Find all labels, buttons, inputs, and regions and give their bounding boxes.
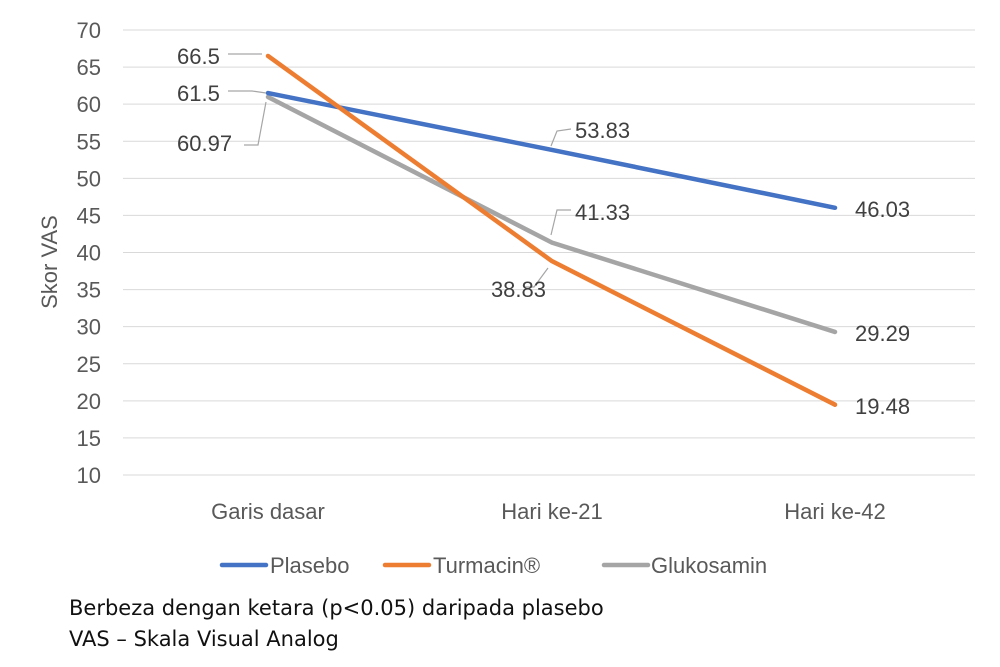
data-label-plasebo: 46.03 — [855, 197, 910, 222]
y-tick-label: 55 — [77, 129, 101, 154]
x-tick-label: Hari ke-42 — [784, 499, 885, 524]
y-tick-label: 20 — [77, 389, 101, 414]
data-label-turmacin: 66.5 — [177, 44, 220, 69]
y-tick-label: 45 — [77, 203, 101, 228]
y-axis-ticks: 10 15 20 25 30 35 40 45 50 55 60 65 70 — [77, 18, 101, 488]
y-tick-label: 70 — [77, 18, 101, 43]
y-tick-label: 40 — [77, 241, 101, 266]
gridlines — [123, 29, 975, 476]
data-label-plasebo: 53.83 — [575, 118, 630, 143]
legend-label-glukosamin: Glukosamin — [651, 553, 767, 578]
y-tick-label: 35 — [77, 278, 101, 303]
y-tick-label: 50 — [77, 166, 101, 191]
y-tick-label: 10 — [77, 463, 101, 488]
x-axis-ticks: Garis dasar Hari ke-21 Hari ke-42 — [211, 499, 886, 524]
data-label-turmacin: 19.48 — [855, 394, 910, 419]
leader-line — [550, 128, 572, 147]
footnote-vas-definition: VAS – Skala Visual Analog — [69, 627, 339, 651]
label-leader-lines — [228, 53, 572, 288]
data-label-turmacin: 38.83 — [491, 277, 546, 302]
legend-label-turmacin: Turmacin® — [433, 553, 540, 578]
legend: Plasebo Turmacin® Glukosamin — [219, 553, 767, 578]
series-line-plasebo — [265, 90, 838, 211]
y-tick-label: 25 — [77, 352, 101, 377]
series-lines — [265, 53, 838, 407]
data-label-plasebo: 61.5 — [177, 81, 220, 106]
data-label-glukosamin: 29.29 — [855, 321, 910, 346]
y-tick-label: 15 — [77, 426, 101, 451]
leader-line — [524, 267, 549, 288]
data-label-glukosamin: 41.33 — [575, 200, 630, 225]
y-tick-label: 60 — [77, 92, 101, 117]
footnote-significance: Berbeza dengan ketara (p<0.05) daripada … — [69, 596, 604, 620]
x-tick-label: Hari ke-21 — [501, 499, 602, 524]
leader-line — [228, 90, 267, 94]
leader-line — [550, 209, 571, 236]
line-chart: 10 15 20 25 30 35 40 45 50 55 60 65 70 Garis dasar Ha… — [37, 18, 975, 578]
data-labels: 61.5 53.83 46.03 66.5 38.83 19.48 60.97 41.33 29… — [177, 44, 910, 419]
data-label-glukosamin: 60.97 — [177, 131, 232, 156]
leader-line — [244, 101, 267, 146]
legend-label-plasebo: Plasebo — [270, 553, 350, 578]
series-line-turmacin — [265, 53, 838, 407]
footnotes: Berbeza dengan ketara (p<0.05) daripada … — [69, 593, 604, 655]
y-tick-label: 30 — [77, 315, 101, 340]
x-tick-label: Garis dasar — [211, 499, 325, 524]
y-axis-label: Skor VAS — [37, 215, 62, 309]
series-line-glukosamin — [265, 94, 838, 335]
y-tick-label: 65 — [77, 55, 101, 80]
